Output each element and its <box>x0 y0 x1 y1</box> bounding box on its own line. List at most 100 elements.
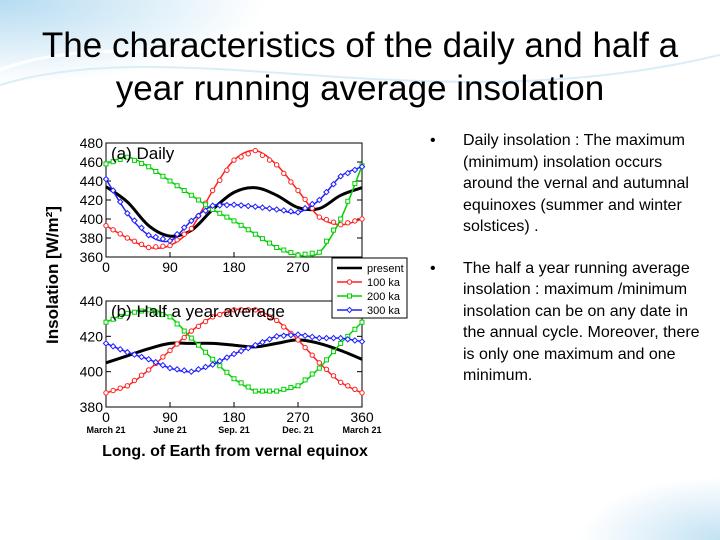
data-point-100-ka <box>117 385 123 391</box>
data-point-100-ka <box>281 170 287 177</box>
data-point-300-ka <box>131 351 138 358</box>
data-point-200-ka <box>302 377 308 383</box>
data-point-300-ka <box>131 217 138 224</box>
x-date-label: June 21 <box>153 425 187 435</box>
data-point-100-ka <box>252 147 259 154</box>
x-tick-label: 0 <box>102 259 110 275</box>
data-point-100-ka <box>181 334 187 341</box>
data-point-200-ka <box>231 218 237 224</box>
data-point-100-ka <box>110 227 116 233</box>
data-point-200-ka <box>281 386 287 392</box>
legend-label: 200 ka <box>367 291 401 303</box>
data-point-100-ka <box>231 307 237 313</box>
insolation-chart: 360 380 400 420 440 460 480 0 90 180 270 360 (a) Dai… <box>43 135 408 460</box>
data-point-300-ka <box>180 224 188 231</box>
slide-title: The characteristics of the daily and hal… <box>41 26 679 108</box>
data-point-100-ka <box>316 360 323 366</box>
data-point-100-ka <box>202 318 209 325</box>
data-point-100-ka <box>245 151 251 157</box>
data-point-100-ka <box>273 317 280 324</box>
data-point-100-ka <box>345 220 351 226</box>
data-point-300-ka <box>166 237 174 245</box>
data-point-100-ka <box>145 244 152 251</box>
data-point-200-ka <box>210 356 216 362</box>
data-point-200-ka <box>359 319 365 325</box>
data-point-100-ka <box>309 352 315 358</box>
y-tick-label: 360 <box>80 249 104 265</box>
data-point-100-ka <box>245 307 251 313</box>
data-point-100-ka <box>217 177 223 184</box>
data-point-200-ka <box>352 181 358 187</box>
data-point-300-ka <box>202 363 209 371</box>
data-point-100-ka <box>103 222 109 229</box>
x-axis-label: Long. of Earth from vernal equinox <box>102 443 368 460</box>
data-point-100-ka <box>117 231 123 237</box>
data-point-100-ka <box>209 187 216 194</box>
data-point-100-ka <box>252 307 259 313</box>
data-point-300-ka <box>145 231 152 239</box>
data-point-300-ka <box>323 334 330 342</box>
data-point-100-ka <box>259 310 266 317</box>
data-point-100-ka <box>188 225 195 232</box>
data-point-100-ka <box>195 323 202 330</box>
data-point-300-ka <box>109 187 117 194</box>
data-point-100-ka <box>330 373 337 379</box>
data-point-300-ka <box>195 366 202 373</box>
data-point-100-ka <box>188 328 195 334</box>
data-point-300-ka <box>102 175 110 183</box>
x-tick-label: 90 <box>162 409 178 425</box>
data-point-300-ka <box>124 348 131 356</box>
data-point-100-ka <box>231 157 237 163</box>
x-tick-label: 270 <box>286 259 310 275</box>
data-point-200-ka <box>274 245 280 250</box>
legend-label: 100 ka <box>367 277 401 289</box>
panel-daily: 360380400420440460480090180270360(a) Dai… <box>80 135 374 275</box>
data-point-200-ka <box>338 340 344 346</box>
data-point-300-ka <box>109 343 117 350</box>
data-point-100-ka <box>281 324 287 330</box>
data-point-300-ka <box>188 368 195 375</box>
data-point-100-ka <box>103 390 109 396</box>
data-point-200-ka <box>259 388 265 394</box>
data-point-100-ka <box>323 366 330 373</box>
data-point-200-ka <box>338 216 344 222</box>
data-point-300-ka <box>259 204 266 211</box>
x-date-label: Sep. 21 <box>218 425 250 435</box>
data-point-100-ka <box>337 379 344 385</box>
data-point-100-ka <box>160 243 166 249</box>
data-point-200-ka <box>203 349 209 355</box>
data-point-200-ka <box>252 231 258 237</box>
data-point-300-ka <box>138 224 145 232</box>
data-point-200-ka <box>181 188 187 193</box>
y-tick-label: 420 <box>80 328 104 344</box>
data-point-300-ka <box>316 196 323 204</box>
data-point-100-ka <box>273 162 280 168</box>
data-point-100-ka <box>238 307 244 313</box>
data-point-100-ka <box>174 237 180 243</box>
data-point-300-ka <box>209 361 216 368</box>
data-point-300-ka <box>358 338 366 345</box>
data-point-100-ka <box>110 387 116 394</box>
data-point-200-ka <box>131 157 137 163</box>
x-tick-label: 180 <box>222 409 246 425</box>
x-tick-label: 270 <box>286 409 310 425</box>
data-point-200-ka <box>316 249 322 255</box>
data-point-100-ka <box>131 377 138 384</box>
data-point-100-ka <box>217 311 223 318</box>
data-point-200-ka <box>174 321 180 327</box>
x-tick-label: 90 <box>162 259 178 275</box>
data-point-200-ka <box>309 250 315 256</box>
data-point-300-ka <box>287 208 295 215</box>
data-point-100-ka <box>345 383 351 389</box>
data-point-200-ka <box>302 251 308 257</box>
data-point-300-ka <box>273 206 280 213</box>
data-point-300-ka <box>244 202 252 210</box>
data-point-200-ka <box>252 388 258 394</box>
data-point-100-ka <box>330 219 337 225</box>
data-point-100-ka <box>138 241 145 248</box>
data-point-300-ka <box>308 200 316 208</box>
data-point-300-ka <box>216 357 224 365</box>
data-point-300-ka <box>344 169 352 177</box>
data-point-300-ka <box>223 354 231 361</box>
data-point-300-ka <box>116 345 124 353</box>
